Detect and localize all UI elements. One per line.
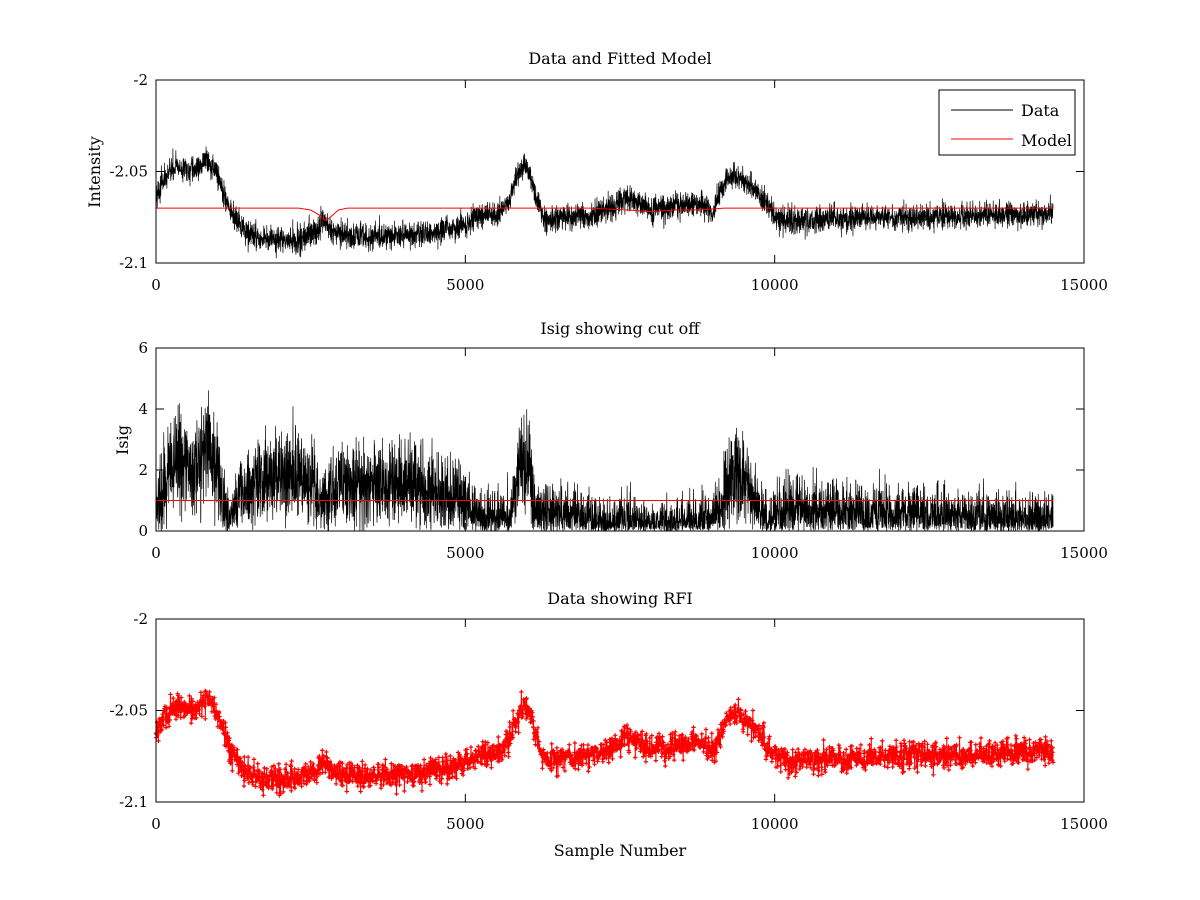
chart-title: Data showing RFI [547,589,692,608]
axis-ticks: 0 5000 10000 15000 -2.1 -2.05 -2 [110,610,1108,833]
legend-box [938,89,1076,156]
x-tick-label: 5000 [446,815,484,833]
y-tick-label: -2 [133,610,148,628]
x-tick-label: 10000 [751,544,799,562]
x-tick-label: 5000 [446,276,484,294]
y-tick-label: -2.05 [110,702,148,720]
x-tick-label: 0 [151,544,161,562]
x-tick-label: 0 [151,815,161,833]
y-tick-label: -2.1 [119,254,148,272]
y-tick-label: -2.05 [110,163,148,181]
x-tick-label: 10000 [751,276,799,294]
x-tick-label: 15000 [1060,815,1108,833]
y-tick-label: -2.1 [119,793,148,811]
x-tick-label: 15000 [1060,276,1108,294]
panel-data-and-fitted-model: Data and Fitted Model Intensity 0 5000 100… [85,49,1108,294]
series-layer [155,146,1054,259]
x-tick-label: 10000 [751,815,799,833]
legend-label-model: Model [1021,131,1072,150]
plot-frame [155,347,1085,532]
y-tick-label: 2 [138,461,148,479]
axis-ticks: 0 5000 10000 15000 0 2 4 6 [138,339,1107,562]
series-data-line [155,146,1054,259]
y-tick-label: -2 [133,71,148,89]
x-tick-label: 0 [151,276,161,294]
x-tick-label: 5000 [446,544,484,562]
y-axis-label: Isig [113,425,132,455]
x-tick-label: 15000 [1060,544,1108,562]
y-tick-label: 4 [138,400,148,418]
series-layer [155,390,1054,532]
panel-isig-showing-cut-off: Isig showing cut off Isig 0 5000 10000 1500… [113,319,1108,562]
y-tick-label: 6 [138,339,148,357]
y-axis-label: Intensity [85,136,104,208]
legend: Data Model [938,89,1076,156]
chart-title: Isig showing cut off [540,319,701,338]
legend-label-data: Data [1021,101,1060,120]
panel-data-showing-rfi: Data showing RFI Sample Number 0 5000 1000… [110,589,1108,860]
chart-title: Data and Fitted Model [528,49,711,68]
plot-frame [155,618,1085,803]
y-tick-label: 0 [138,522,148,540]
series-layer [153,688,1056,798]
series-model-line [156,207,1054,222]
axis-ticks: 0 5000 10000 15000 -2.1 -2.05 -2 [110,71,1108,294]
series-isig-line [155,390,1054,532]
x-axis-label: Sample Number [554,841,687,860]
plot-frame [155,79,1085,264]
